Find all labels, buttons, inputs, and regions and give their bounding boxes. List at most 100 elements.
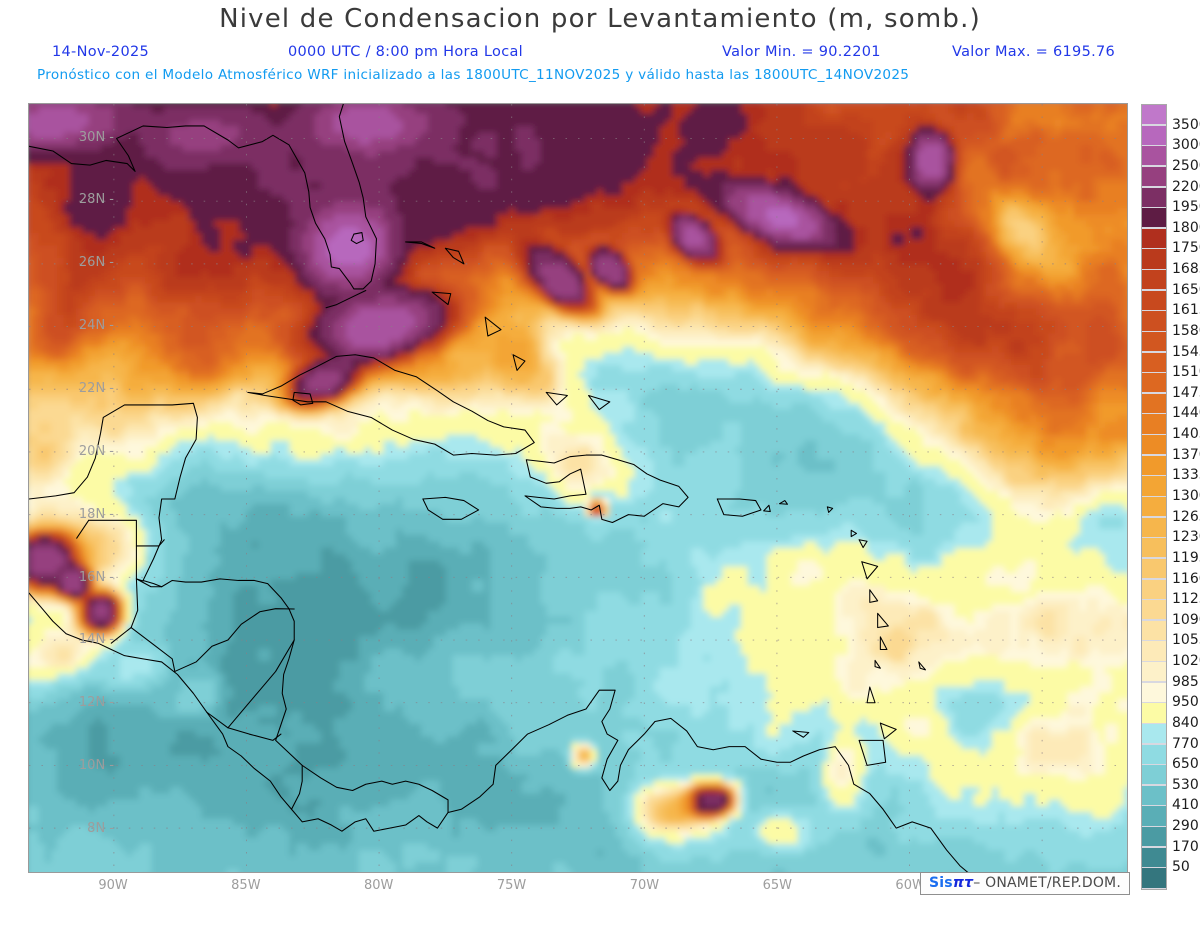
colorbar-swatch — [1142, 497, 1166, 517]
value-max-label: Valor Max. = 6195.76 — [952, 44, 1116, 60]
colorbar-tick-label: 950 — [1172, 694, 1199, 711]
forecast-time: 0000 UTC / 8:00 pm Hora Local — [288, 44, 523, 60]
colorbar-swatch — [1142, 765, 1166, 785]
colorbar-swatch — [1142, 208, 1166, 228]
colorbar-swatch — [1142, 579, 1166, 599]
colorbar-tick-label: 650 — [1172, 756, 1199, 773]
map-plot-area[interactable] — [28, 103, 1128, 873]
colorbar-swatch — [1142, 125, 1166, 145]
y-tick-26n: 26N - — [78, 255, 114, 271]
colorbar-tick-label: 840 — [1172, 714, 1199, 731]
colorbar-swatch — [1142, 785, 1166, 806]
colorbar-tick-label: 1370 — [1172, 446, 1200, 463]
y-tick-12n: 12N - — [78, 695, 114, 711]
colorbar-swatch — [1142, 352, 1166, 372]
colorbar-swatch — [1142, 641, 1166, 661]
x-tick-70w: 70W — [629, 878, 660, 893]
colorbar-tick-label: 1650 — [1172, 281, 1200, 298]
y-tick-8n: 8N - — [87, 821, 114, 836]
colorbar-swatch — [1142, 744, 1166, 764]
x-tick-90w: 90W — [98, 878, 128, 893]
y-tick-22n: 22N - — [78, 381, 114, 396]
y-tick-16n: 16N - — [78, 569, 114, 585]
y-tick-14n: 14N - — [78, 632, 114, 648]
coastlines-overlay — [29, 104, 969, 872]
colorbar-swatch — [1142, 806, 1166, 826]
x-tick-85w: 85W — [231, 878, 261, 893]
colorbar-tick-label: 1545 — [1172, 343, 1200, 360]
colorbar-swatch — [1142, 827, 1166, 847]
colorbar-tick-label: 1300 — [1172, 488, 1200, 504]
colorbar-swatch — [1142, 249, 1166, 269]
colorbar-tick-label: 1055 — [1172, 632, 1200, 649]
colorbar-swatch — [1142, 476, 1166, 496]
y-tick-28n: 28N - — [78, 192, 114, 208]
colorbar-swatch — [1142, 270, 1166, 290]
colorbar-tick-label: 1685 — [1172, 261, 1200, 278]
colorbar-tick-label: 1615 — [1172, 302, 1200, 319]
badge-separator: – — [973, 875, 981, 891]
colorbar-tick-label: 1510 — [1172, 364, 1200, 381]
colorbar-tick-label: 1800 — [1172, 219, 1200, 236]
colorbar-swatch — [1142, 600, 1166, 620]
y-tick-10n: 10N - — [78, 758, 114, 774]
colorbar-swatch — [1142, 662, 1166, 682]
colorbar-swatch — [1142, 538, 1166, 558]
colorbar-tick-label: 985 — [1172, 673, 1199, 690]
colorbar-tick-label: 1020 — [1172, 653, 1200, 670]
colorbar-tick-label: 50 — [1172, 859, 1190, 876]
colorbar-tick-label: 290 — [1172, 818, 1199, 835]
colorbar-swatch — [1142, 435, 1166, 455]
colorbar-swatch — [1142, 558, 1166, 579]
colorbar-tick-label: 1265 — [1172, 508, 1200, 525]
colorbar-swatch — [1142, 146, 1166, 166]
colorbar-swatch — [1142, 455, 1166, 475]
colorbar-swatch — [1142, 166, 1166, 187]
x-tick-75w: 75W — [496, 878, 527, 893]
colorbar-swatch — [1142, 228, 1166, 248]
colorbar-tick-label: 1405 — [1172, 426, 1200, 443]
colorbar-swatch — [1142, 105, 1166, 125]
y-tick-18n: 18N - — [78, 506, 114, 522]
colorbar-swatch — [1142, 187, 1166, 207]
y-tick-24n: 24N - — [78, 318, 114, 334]
colorbar-tick-label: 530 — [1172, 776, 1199, 793]
colorbar-tick-label: 2200 — [1172, 178, 1200, 195]
model-description: Pronóstico con el Modelo Atmosférico WRF… — [37, 67, 910, 83]
source-attribution-badge: Sisπτ– ONAMET/REP.DOM. — [920, 872, 1130, 895]
colorbar-scale[interactable] — [1141, 104, 1167, 890]
colorbar-swatch — [1142, 517, 1166, 537]
colorbar-swatch — [1142, 311, 1166, 331]
x-tick-80w: 80W — [364, 878, 394, 893]
value-min-label: Valor Min. = 90.2201 — [722, 44, 881, 60]
lcl-shaded-field — [29, 104, 1127, 872]
page-title: Nivel de Condensacion por Levantamiento … — [219, 4, 981, 34]
colorbar-tick-label: 1580 — [1172, 322, 1200, 339]
colorbar-swatch — [1142, 414, 1166, 434]
colorbar-tick-label: 410 — [1172, 797, 1199, 814]
colorbar-tick-label: 1125 — [1172, 591, 1200, 608]
colorbar-tick-label: 1950 — [1172, 199, 1200, 216]
colorbar-tick-label: 1335 — [1172, 467, 1200, 484]
colorbar-tick-label: 1195 — [1172, 549, 1200, 566]
colorbar-swatch — [1142, 682, 1166, 702]
colorbar-swatch — [1142, 868, 1166, 888]
x-tick-65w: 65W — [762, 878, 792, 893]
brand-sis-text: Sis — [929, 875, 953, 891]
colorbar-tick-label: 3500 — [1172, 116, 1200, 133]
colorbar-tick-label: 1750 — [1172, 240, 1200, 257]
colorbar-swatch — [1142, 393, 1166, 414]
colorbar-tick-label: 1090 — [1172, 611, 1200, 628]
forecast-date: 14-Nov-2025 — [52, 44, 150, 60]
colorbar-swatch — [1142, 373, 1166, 393]
colorbar-tick-label: 770 — [1172, 735, 1199, 752]
y-tick-20n: 20N - — [78, 443, 114, 459]
colorbar-tick-label: 1475 — [1172, 384, 1200, 401]
y-tick-30n: 30N - — [78, 129, 114, 145]
latlon-grid — [29, 104, 1127, 872]
x-tick-60w: 60W — [895, 878, 925, 893]
colorbar-swatch — [1142, 847, 1166, 867]
colorbar-tick-label: 1230 — [1172, 529, 1200, 546]
